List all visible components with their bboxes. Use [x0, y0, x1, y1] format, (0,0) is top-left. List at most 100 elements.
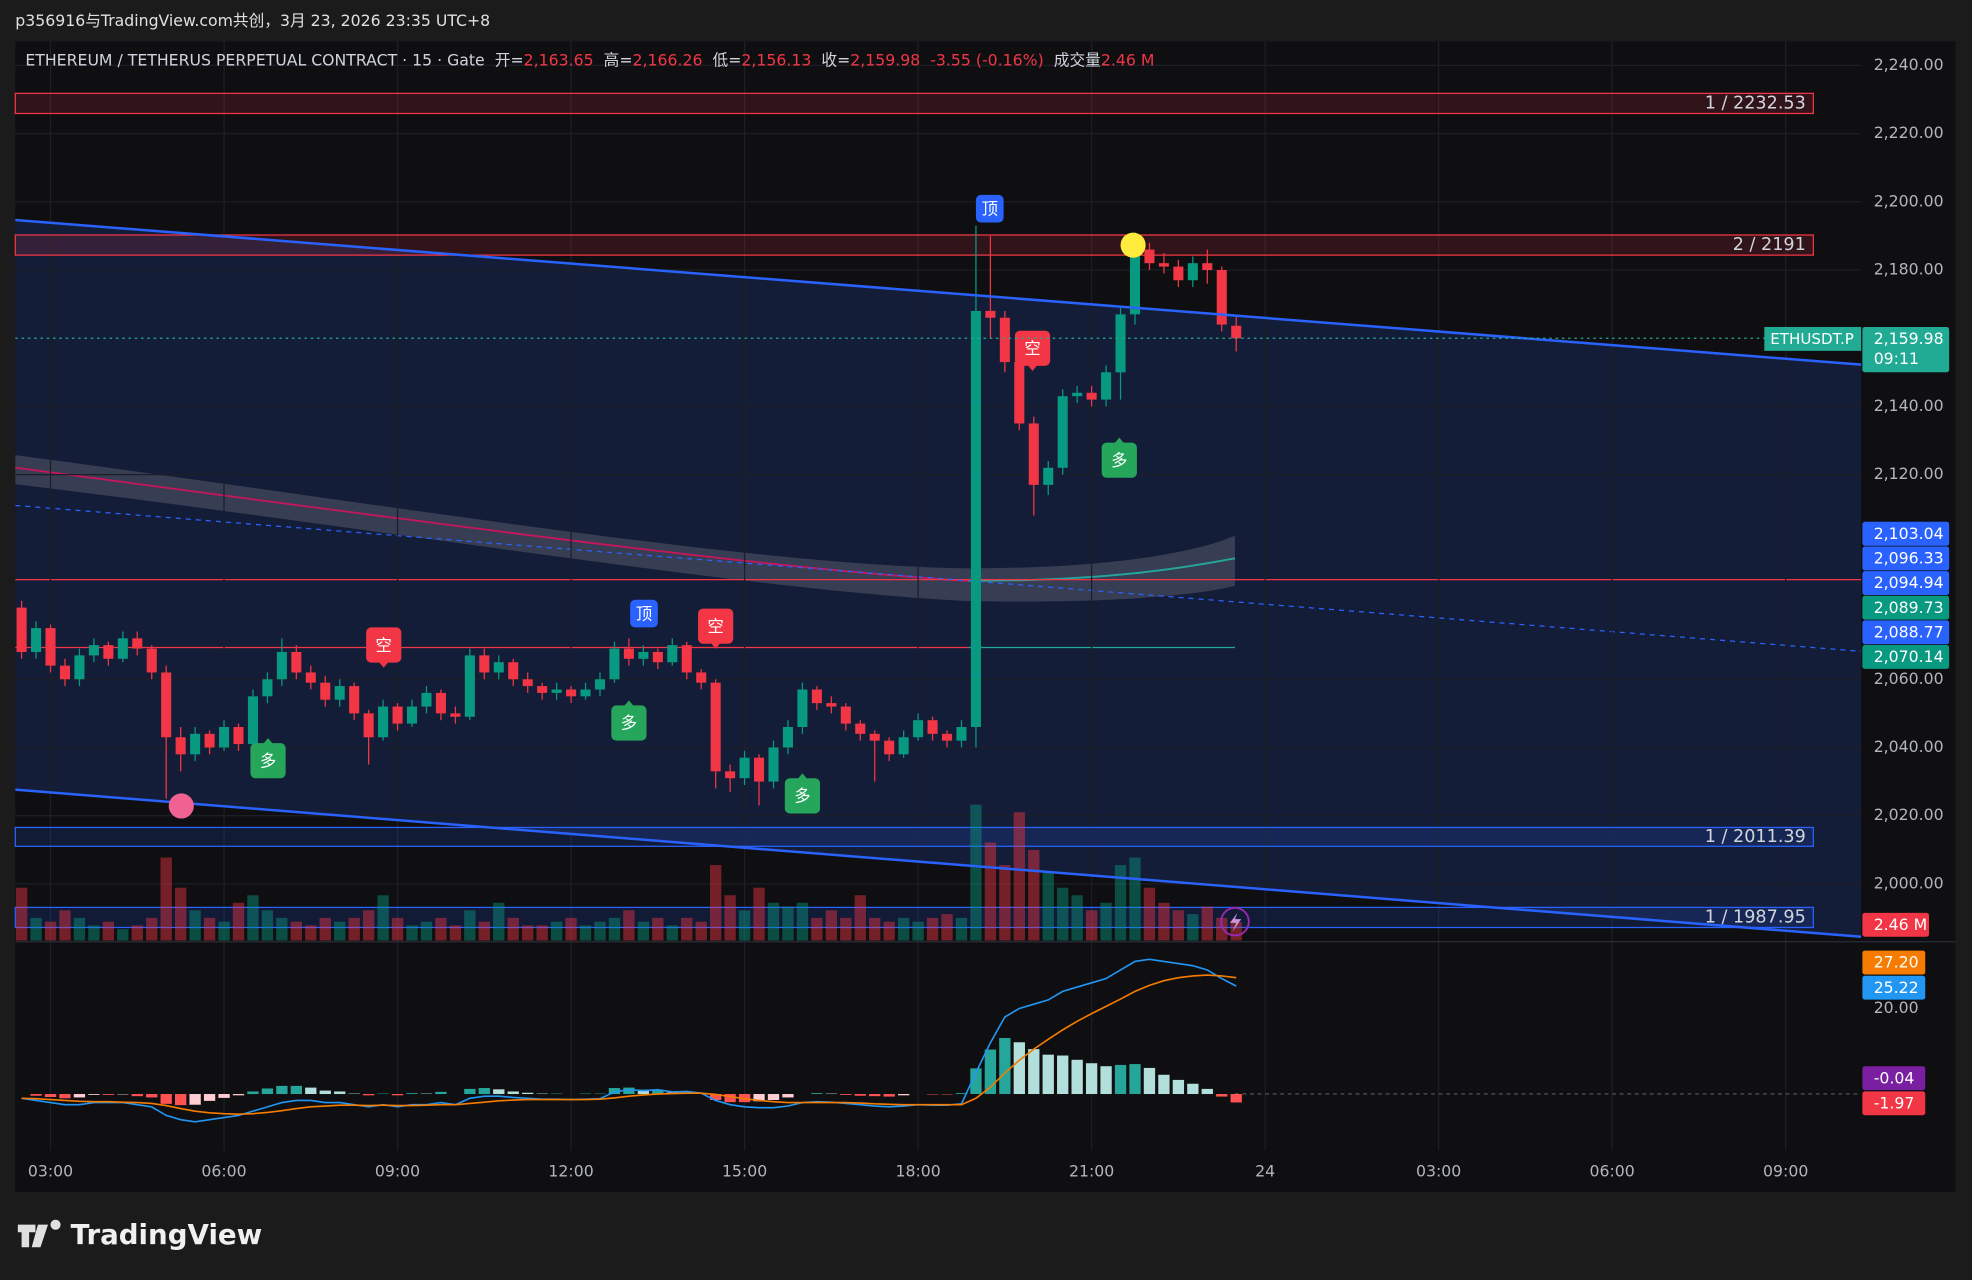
candle-body: [1173, 266, 1184, 281]
axis-badge-label: 2,103.04: [1874, 524, 1944, 543]
x-tick-label: 09:00: [375, 1161, 420, 1180]
volume-bar: [117, 929, 129, 941]
macd-badge-label: 25.22: [1874, 978, 1919, 997]
candle-body: [913, 720, 924, 738]
volume-bar: [999, 865, 1011, 941]
candle-body: [580, 689, 591, 697]
zone-label: 1 / 1987.95: [1705, 907, 1806, 927]
volume-bar: [189, 910, 201, 941]
candle-body: [406, 706, 418, 724]
macd-hist-bar: [999, 1037, 1011, 1095]
volume-bar: [782, 906, 794, 941]
candle-body: [74, 655, 85, 680]
signal: [1014, 330, 1051, 366]
x-tick-label: 09:00: [1763, 1161, 1808, 1180]
candle-body: [1187, 263, 1198, 281]
y-tick-label: 2,040.00: [1874, 737, 1944, 756]
legend-label: 成交量: [1054, 50, 1101, 69]
x-tick-label: 06:00: [1590, 1161, 1635, 1180]
volume-bar: [897, 917, 910, 941]
chart-area: [15, 41, 1956, 1192]
macd-hist-bar: [984, 1049, 997, 1095]
volume-bar: [522, 925, 534, 941]
x-tick-label: 12:00: [548, 1161, 593, 1180]
signal: [250, 743, 286, 779]
macd-hist-bar: [406, 1093, 418, 1095]
candle-body: [1014, 362, 1025, 424]
y-tick-label: 2,140.00: [1874, 396, 1944, 415]
macd-hist-bar: [88, 1094, 100, 1095]
macd-hist-bar: [1172, 1079, 1185, 1095]
y-tick-label: 2,020.00: [1874, 805, 1944, 824]
macd-hist-bar: [883, 1094, 895, 1097]
macd-hist-bar: [1085, 1063, 1098, 1095]
grid: [15, 41, 1862, 1151]
symbol-label: ETHUSDT.P: [1770, 330, 1854, 348]
candle-body: [247, 696, 258, 745]
macd-hist-bar: [1013, 1042, 1025, 1095]
volume-bar: [623, 910, 635, 941]
legend-label: 高=: [604, 50, 633, 69]
signal-label: 多: [621, 714, 637, 733]
macd-hist-bar: [1100, 1066, 1112, 1095]
volume-bar: [88, 925, 100, 941]
zone: [14, 234, 1814, 256]
zone-label: 1 / 2011.39: [1705, 827, 1806, 847]
macd-hist-bar: [1114, 1064, 1127, 1095]
volume-bar: [1042, 872, 1054, 941]
volume-bar: [565, 917, 577, 941]
macd-badge: [1862, 975, 1926, 1000]
axis-badge-label: 2,096.33: [1874, 549, 1944, 568]
candle-body: [739, 757, 750, 779]
macd-hist-bar: [493, 1089, 505, 1095]
y-tick-label: 2,000.00: [1874, 873, 1944, 892]
macd-hist-bar: [73, 1094, 86, 1098]
volume-bar: [1028, 849, 1040, 941]
candle-body: [103, 645, 114, 659]
signal: [698, 608, 734, 644]
axis-badge: [1862, 571, 1950, 595]
candle-body: [840, 706, 851, 724]
volume-bar: [493, 902, 505, 941]
candle-body: [522, 679, 533, 687]
zone-label: 1 / 2232.53: [1705, 93, 1806, 113]
legend-value: 2,166.26: [633, 50, 703, 69]
macd-hist-bar: [232, 1094, 245, 1096]
volume-bar: [912, 921, 924, 941]
candle-body: [276, 651, 287, 680]
macd-hist-bar: [1057, 1055, 1069, 1095]
macd-hist-bar: [334, 1091, 346, 1095]
candle-body: [334, 686, 345, 700]
volume-bar: [1216, 917, 1228, 941]
candle-body: [1231, 325, 1242, 339]
volume-bar: [290, 921, 302, 941]
volume-bar: [59, 910, 71, 941]
candle-body: [782, 727, 793, 748]
brand-logo: [17, 1219, 61, 1248]
candle-body: [132, 638, 143, 649]
axis-badge: [1862, 546, 1950, 571]
candle-body: [204, 733, 215, 748]
volume-bar: [362, 910, 375, 941]
candle-body: [1158, 263, 1169, 267]
candle-body: [117, 638, 128, 659]
macd-hist-bar: [146, 1094, 158, 1098]
candle-body: [855, 723, 866, 734]
macd-hist-bar: [970, 1068, 982, 1095]
volume-badge-label: 2.46 M: [1874, 915, 1928, 934]
volume-bar: [536, 925, 548, 941]
macd-hist-bar: [464, 1088, 476, 1095]
candle-body: [1101, 372, 1112, 400]
signal-label: 空: [1024, 339, 1040, 358]
axis-badge-label: 2,088.77: [1874, 622, 1944, 641]
macd-hist-bar: [435, 1091, 447, 1095]
macd-hist-bar: [203, 1094, 216, 1101]
signal: [975, 194, 1004, 223]
legend-title: ETHEREUM / TETHERUS PERPETUAL CONTRACT ·…: [25, 50, 484, 69]
symbol-badge: [1764, 326, 1862, 351]
candle-body: [450, 713, 461, 717]
volume: [15, 804, 1242, 941]
volume-bar: [160, 857, 172, 941]
volume-bar: [840, 917, 852, 941]
volume-bar: [464, 910, 476, 941]
